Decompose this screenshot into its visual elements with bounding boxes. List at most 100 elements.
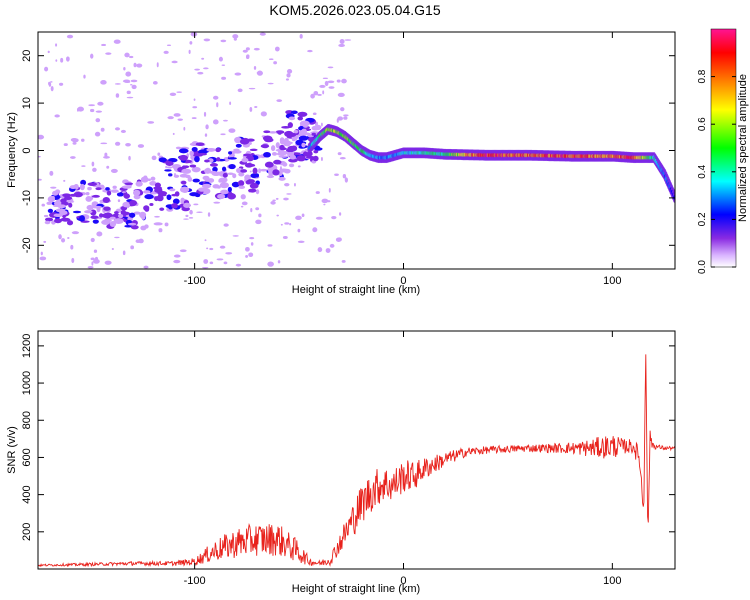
spectrogram-cell xyxy=(331,215,337,220)
spectrogram-cell xyxy=(228,163,236,170)
spectrogram-cell xyxy=(50,195,55,199)
spectrogram-cell xyxy=(254,106,258,108)
spectrogram-cell xyxy=(181,168,192,174)
spectrogram-cell xyxy=(143,265,149,269)
spectrogram-cell xyxy=(313,147,323,151)
spectrogram-cell xyxy=(223,119,228,122)
spectrogram-cell xyxy=(77,106,84,112)
spectrogram-cell xyxy=(336,118,339,123)
spectrogram-cell xyxy=(245,254,249,258)
spectrogram-cell xyxy=(76,107,79,112)
spectrogram-cell xyxy=(315,191,320,195)
spectrogram-cell xyxy=(90,53,94,59)
snr-marks xyxy=(38,354,675,568)
spectrogram-cell xyxy=(158,193,167,197)
spectrogram-cell xyxy=(115,93,120,98)
spectrogram-cell xyxy=(208,170,218,174)
spectrogram-cell xyxy=(312,227,318,233)
spectrogram-cell xyxy=(281,169,290,173)
spectrogram-cell xyxy=(104,152,108,158)
spectrogram-cell xyxy=(255,189,260,195)
spectrogram-cell xyxy=(58,234,62,240)
spectrogram-cell xyxy=(52,190,59,196)
spectrogram-cell xyxy=(130,225,139,230)
spectrogram-cell xyxy=(38,178,42,181)
spectrogram-cell xyxy=(203,259,209,264)
spectrogram-cell xyxy=(295,215,302,221)
spectrogram-cell xyxy=(120,129,126,133)
spectrogram-cell xyxy=(239,138,250,145)
spectrogram-cell xyxy=(240,169,248,173)
spectrogram-cell xyxy=(188,49,191,54)
spectrogram-cell xyxy=(335,237,342,242)
colorbar-tick-label: 0.4 xyxy=(697,164,708,178)
spectrogram-cell xyxy=(253,65,257,70)
spectrogram-cell xyxy=(337,116,344,121)
spectrogram-cell xyxy=(97,101,104,106)
spectrogram-cell xyxy=(166,166,173,169)
spectrogram-cell xyxy=(297,111,308,117)
spectrogram-cell xyxy=(83,74,86,79)
spectrogram-cell xyxy=(112,185,117,189)
spectrogram-cell xyxy=(290,110,298,115)
spectrogram-cell xyxy=(320,122,323,127)
spectrogram-cell xyxy=(153,222,163,226)
spectrogram-cell xyxy=(280,223,283,226)
spectrogram-cell xyxy=(158,157,167,163)
spectrogram-cell xyxy=(228,151,233,155)
snr-panel: -100 0 100 200 400 600 800 1000 1200 Height of s… xyxy=(6,330,676,595)
spectrogram-cell xyxy=(67,237,70,239)
spectrogram-cell xyxy=(72,210,82,214)
spectrogram-cell xyxy=(90,215,99,219)
spectrogram-cell xyxy=(44,66,49,72)
spectrogram-cell xyxy=(130,83,133,86)
spectrogram-cell xyxy=(189,41,193,45)
spectrogram-cell xyxy=(313,150,319,154)
spectrogram-cell xyxy=(216,102,219,108)
spectrogram-cell xyxy=(241,201,248,206)
spectrogram-cell xyxy=(275,197,279,200)
spectrogram-cell xyxy=(189,192,199,197)
spectrogram-cell xyxy=(101,213,107,218)
spectrogram-cell xyxy=(114,127,120,131)
spectrogram-cell xyxy=(124,52,130,58)
spectrogram-cell xyxy=(114,236,120,239)
spectrogram-cell xyxy=(273,159,282,165)
spectrogram-cell xyxy=(92,167,97,172)
spectrogram-cell xyxy=(286,69,293,74)
spectrogram-cell xyxy=(198,152,208,156)
spectrogram-cell xyxy=(218,56,223,62)
spectrogram-cell xyxy=(159,207,165,211)
spectrogram-cell xyxy=(198,187,206,192)
spectrogram-cell xyxy=(176,91,182,93)
spectrogram-cell xyxy=(137,144,145,148)
spectrogram-cell xyxy=(127,222,137,226)
spectrogram-cell xyxy=(87,186,92,191)
spectrogram-cell xyxy=(50,81,53,83)
spectrogram-cell xyxy=(259,32,266,36)
spectrogram-cell xyxy=(102,197,111,203)
colorbar-ticks: 0.0 0.2 0.4 0.6 0.8 xyxy=(697,69,736,274)
spectrogram-cell xyxy=(258,213,262,218)
spectrogram-cell xyxy=(94,131,101,137)
spectrogram-cell xyxy=(312,112,317,116)
spectrogram-cell xyxy=(243,153,252,157)
spectrogram-cell xyxy=(193,203,199,206)
spectrogram-cell xyxy=(125,142,131,147)
spectrogram-cell xyxy=(234,136,242,144)
snr-y-tick-label: 200 xyxy=(21,523,33,541)
spectrogram-cell xyxy=(296,155,306,162)
spectrogram-cell xyxy=(91,194,100,198)
spectrogram-cell xyxy=(66,56,70,62)
spectrogram-cell xyxy=(81,138,85,142)
spectrogram-cell xyxy=(110,189,119,193)
spectrogram-cell xyxy=(312,155,319,162)
spectrogram-cell xyxy=(144,194,154,200)
spectrogram-cell xyxy=(114,211,119,215)
spectrogram-cell xyxy=(101,43,107,47)
spectrogram-cell xyxy=(164,169,172,172)
spectrogram-cell xyxy=(212,184,220,189)
spectrogram-cell xyxy=(325,248,331,253)
spectrogram-cell xyxy=(313,91,319,96)
